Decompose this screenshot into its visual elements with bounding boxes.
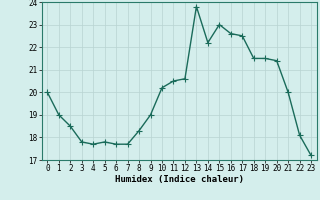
X-axis label: Humidex (Indice chaleur): Humidex (Indice chaleur) bbox=[115, 175, 244, 184]
